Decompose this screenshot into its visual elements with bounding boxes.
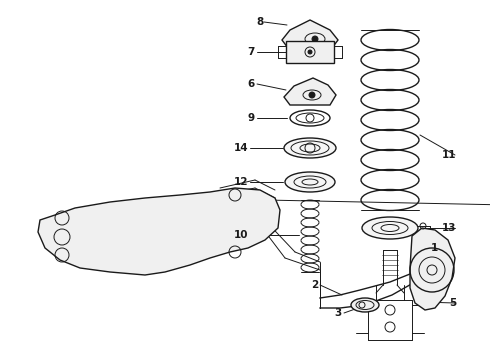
Circle shape bbox=[308, 50, 312, 54]
Text: 13: 13 bbox=[441, 223, 456, 233]
Text: 2: 2 bbox=[311, 280, 318, 290]
Ellipse shape bbox=[284, 138, 336, 158]
Polygon shape bbox=[38, 188, 280, 275]
Ellipse shape bbox=[362, 217, 418, 239]
Text: 1: 1 bbox=[431, 243, 438, 253]
Text: 10: 10 bbox=[234, 230, 248, 240]
Ellipse shape bbox=[285, 172, 335, 192]
Text: 8: 8 bbox=[257, 17, 264, 27]
Circle shape bbox=[312, 36, 318, 42]
Polygon shape bbox=[286, 41, 334, 63]
Text: 7: 7 bbox=[247, 47, 255, 57]
Text: 14: 14 bbox=[233, 143, 248, 153]
Text: 5: 5 bbox=[449, 298, 456, 308]
Polygon shape bbox=[284, 78, 336, 105]
Text: 3: 3 bbox=[335, 308, 342, 318]
Ellipse shape bbox=[351, 298, 379, 312]
Circle shape bbox=[309, 92, 315, 98]
Polygon shape bbox=[410, 228, 455, 310]
Polygon shape bbox=[282, 20, 338, 48]
Text: 9: 9 bbox=[248, 113, 255, 123]
Text: 6: 6 bbox=[248, 79, 255, 89]
Text: 12: 12 bbox=[234, 177, 248, 187]
Text: 11: 11 bbox=[441, 150, 456, 160]
